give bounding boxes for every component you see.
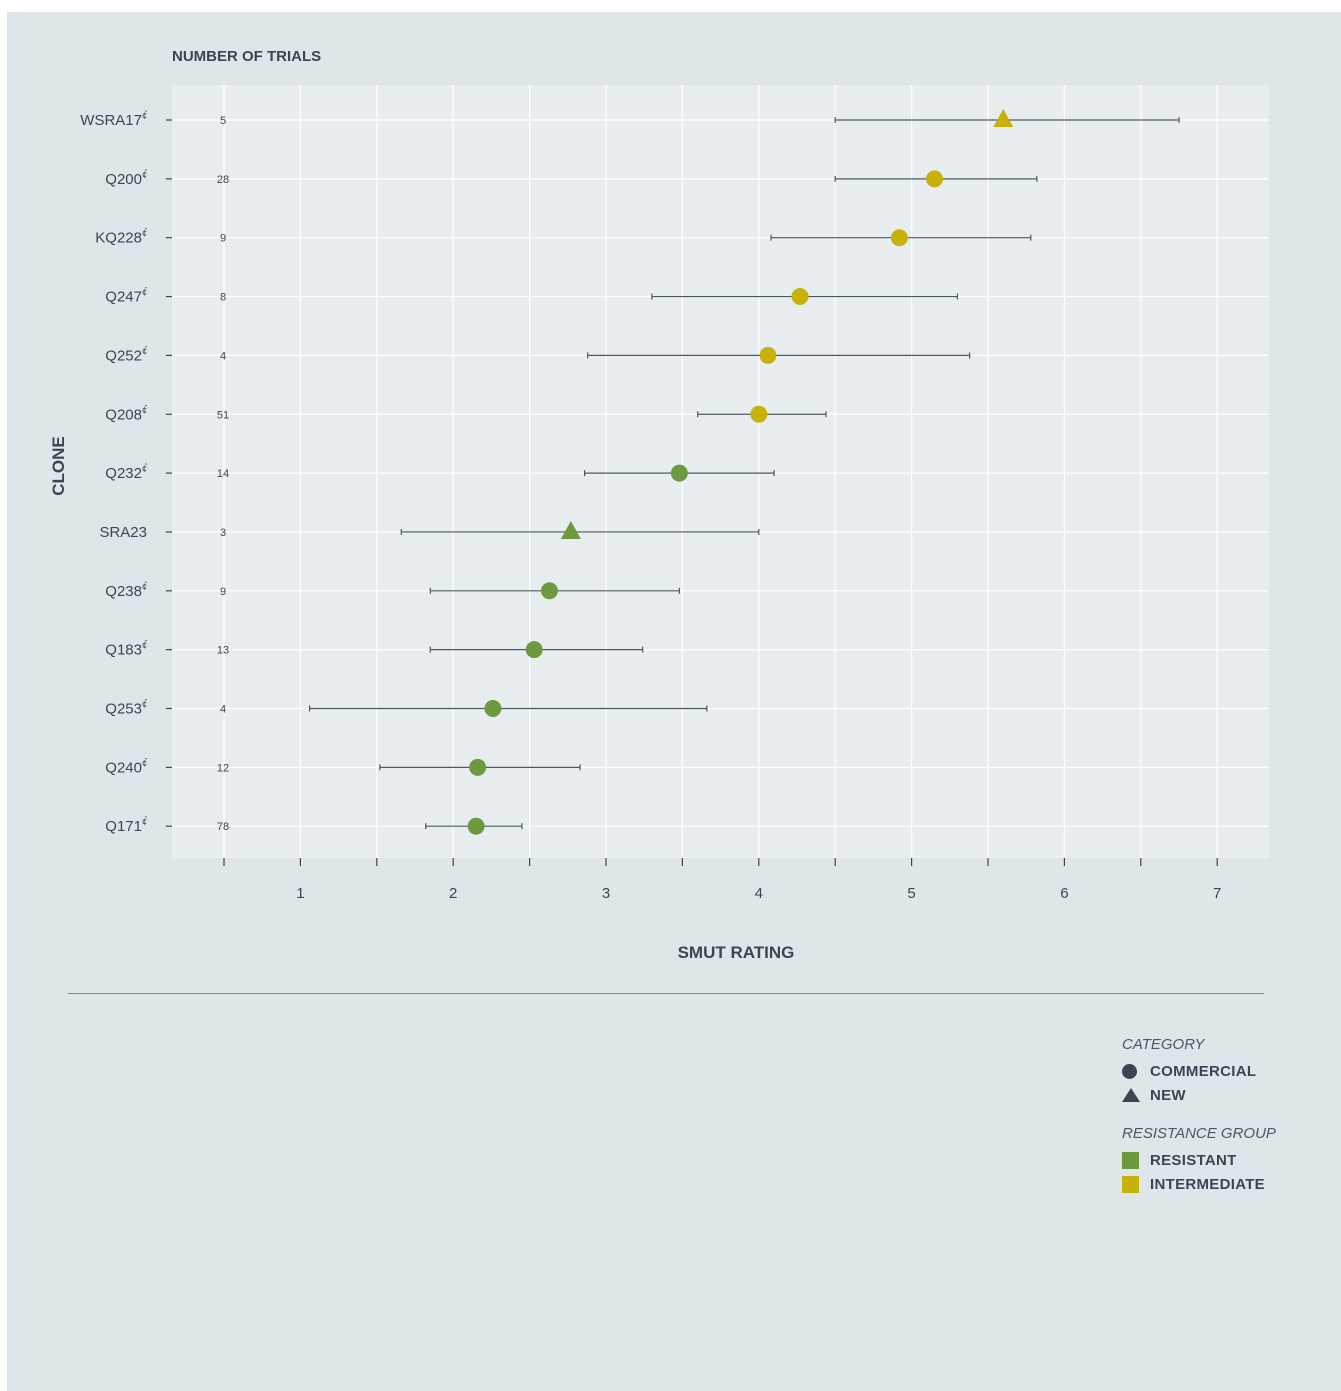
pbr-mark: ¢̉ [142,346,147,356]
data-point-circle [926,170,944,188]
data-point-circle [525,641,543,659]
clone-label: Q183¢̉ [105,641,147,659]
x-tick-label: 4 [755,885,763,902]
pbr-mark: ¢̉ [142,464,147,474]
clone-label: KQ228¢̉ [95,229,147,247]
legend-label-resistant: RESISTANT [1150,1151,1237,1169]
data-point-circle [469,758,487,776]
trials-header: NUMBER OF TRIALS [172,48,321,65]
x-tick-label: 2 [449,885,457,902]
legend-item-resistant: RESISTANT [1122,1148,1332,1172]
legend-group-title: RESISTANCE GROUP [1122,1125,1276,1142]
pbr-mark: ¢̉ [142,817,147,827]
clone-label: Q238¢̉ [105,582,147,600]
square-icon-resistant [1122,1151,1150,1169]
trials-count: 4 [220,704,226,716]
trials-count: 28 [217,174,229,186]
legend-category-title: CATEGORY [1122,1036,1205,1053]
data-point-triangle [993,109,1014,127]
clone-label: Q247¢̉ [105,288,147,306]
data-point-circle [467,817,485,835]
pbr-mark: ¢̉ [142,700,147,710]
pbr-mark: ¢̉ [142,405,147,415]
clone-label: Q171¢̉ [105,817,147,835]
legend: CATEGORY COMMERCIAL NEW RESISTANCE GROUP… [1122,1036,1332,1214]
trials-count: 4 [220,350,226,362]
plot-area [172,85,1269,858]
pbr-mark: ¢̉ [142,170,147,180]
trials-count: 9 [220,233,226,245]
legend-category-group: CATEGORY COMMERCIAL NEW [1122,1036,1332,1107]
pbr-mark: ¢̉ [142,111,147,121]
legend-item-new: NEW [1122,1083,1332,1107]
trials-count: 14 [217,468,229,480]
data-point-circle [791,288,809,306]
legend-item-commercial: COMMERCIAL [1122,1059,1332,1083]
legend-label-intermediate: INTERMEDIATE [1150,1175,1265,1193]
trials-count: 12 [217,762,229,774]
clone-label: WSRA17¢̉ [80,111,147,129]
y-axis-label: CLONE [49,436,68,496]
data-point-circle [670,464,688,482]
chart-panel: 1 2 3 4 5 6 7 NUMBER OF TRIALS SMUT RATING CLONE W… [7,12,1341,1391]
triangle-icon [1122,1088,1150,1102]
clone-label: Q253¢̉ [105,700,147,718]
trials-count: 13 [217,645,229,657]
pbr-mark: ¢̉ [142,229,147,239]
legend-item-intermediate: INTERMEDIATE [1122,1172,1332,1196]
data-point-circle [759,346,777,364]
trials-count: 8 [220,292,226,304]
trials-count: 78 [217,821,229,833]
clone-label: Q232¢̉ [105,464,147,482]
trials-count: 9 [220,586,226,598]
data-point-triangle [560,520,581,539]
square-icon-intermediate [1122,1175,1150,1193]
legend-label-commercial: COMMERCIAL [1150,1062,1257,1080]
trials-count: 3 [220,527,226,539]
x-tick-label: 1 [296,885,304,902]
clone-label: Q240¢̉ [105,758,147,776]
clone-label: SRA23 [99,524,147,541]
x-tick-label: 6 [1060,885,1068,902]
trials-count: 51 [217,409,229,421]
pbr-mark: ¢̉ [142,758,147,768]
x-axis-label: SMUT RATING [678,943,795,962]
data-point-circle [484,700,502,717]
clone-label: Q200¢̉ [105,170,147,188]
trials-count: 5 [220,115,226,127]
clone-label: Q252¢̉ [105,346,147,364]
x-tick-label: 7 [1213,885,1221,902]
divider [68,993,1264,994]
legend-label-new: NEW [1150,1086,1186,1104]
legend-group-group: RESISTANCE GROUP RESISTANT INTERMEDIATE [1122,1125,1332,1196]
data-point-circle [540,582,558,600]
x-tick-label: 3 [602,885,610,902]
pbr-mark: ¢̉ [142,288,147,298]
x-tick-label: 5 [907,885,915,902]
data-point-circle [890,229,908,247]
pbr-mark: ¢̉ [142,641,147,651]
clone-label: Q208¢̉ [105,405,147,423]
circle-icon [1122,1063,1150,1079]
pbr-mark: ¢̉ [142,582,147,592]
data-point-circle [750,405,768,423]
